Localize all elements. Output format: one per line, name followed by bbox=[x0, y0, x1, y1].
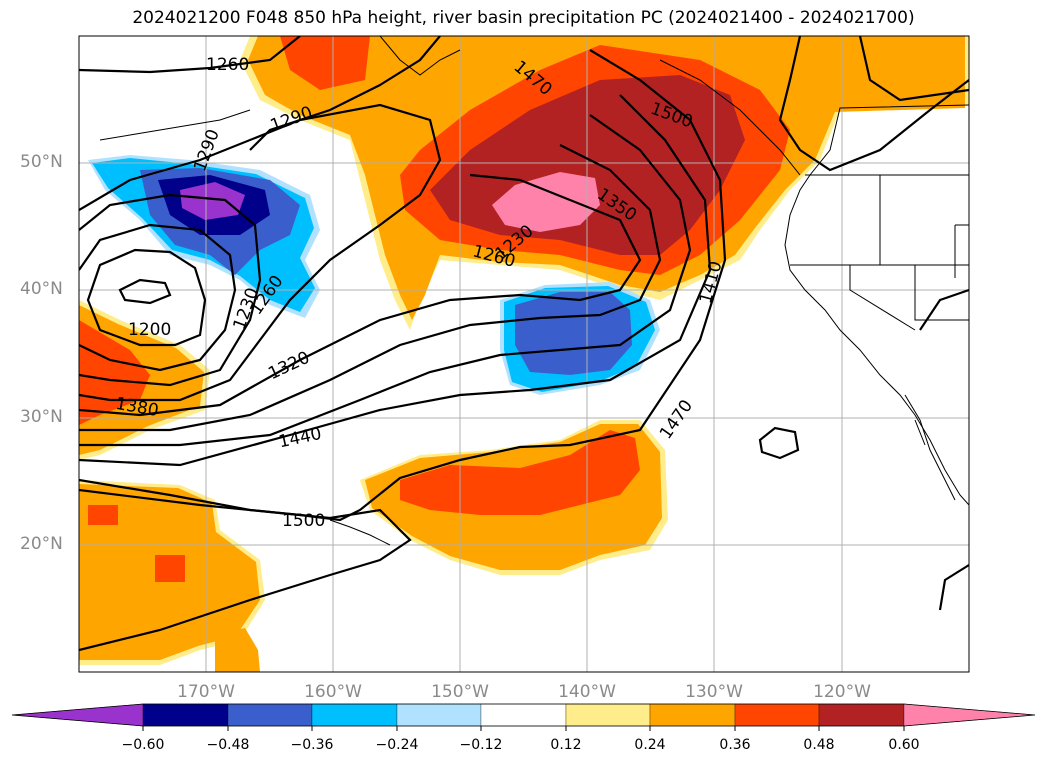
lon-label-140w: 140°W bbox=[558, 682, 616, 702]
contour-1290a bbox=[79, 193, 262, 387]
height-contours bbox=[79, 36, 969, 652]
colorbar-segment bbox=[396, 703, 482, 727]
contour-1410 bbox=[79, 114, 692, 447]
colorbar-tick-label: −0.12 bbox=[459, 737, 503, 753]
contour-1380 bbox=[79, 144, 662, 432]
negative-region-central-blue bbox=[515, 292, 632, 375]
contour-1440 bbox=[79, 94, 712, 467]
colorbar bbox=[11, 703, 1036, 731]
figure-title: 2024021200 F048 850 hPa height, river ba… bbox=[132, 8, 915, 28]
colorbar-tick-label: 0.12 bbox=[550, 737, 582, 753]
lat-label-50n: 50°N bbox=[20, 152, 63, 172]
state-lines bbox=[790, 175, 969, 331]
positive-region-bottom bbox=[215, 628, 260, 672]
lon-label-130w: 130°W bbox=[685, 682, 743, 702]
colorbar-tick-label: 0.48 bbox=[803, 737, 835, 753]
coastlines bbox=[99, 36, 969, 546]
colorbar-tick-label: −0.48 bbox=[206, 737, 250, 753]
colorbar-segment bbox=[818, 703, 905, 727]
contour-1200 bbox=[118, 278, 172, 305]
positive-region-sw-red1 bbox=[88, 505, 118, 525]
contour-1500 bbox=[79, 478, 412, 652]
contour-label-1500: 1500 bbox=[282, 511, 325, 531]
precip-shading bbox=[79, 36, 969, 672]
contour-south-east bbox=[919, 288, 969, 611]
colorbar-segment bbox=[649, 703, 736, 727]
colorbar-segment bbox=[565, 703, 651, 727]
contour-label-1200: 1200 bbox=[128, 320, 171, 340]
alaska-coast bbox=[379, 36, 801, 176]
lon-label-150w: 150°W bbox=[431, 682, 489, 702]
lon-label-160w: 160°W bbox=[304, 682, 362, 702]
aleutians bbox=[99, 109, 251, 141]
contour-east bbox=[778, 36, 969, 172]
contour-1230a bbox=[86, 248, 207, 347]
lat-label-30n: 30°N bbox=[20, 407, 63, 427]
positive-region-alaska-red bbox=[280, 36, 370, 90]
graticule bbox=[79, 36, 969, 672]
colorbar-segment bbox=[142, 703, 229, 727]
colorbar-right-arrow bbox=[903, 703, 1036, 727]
contour-label-1260-north: 1260 bbox=[206, 55, 249, 75]
contour-east2 bbox=[858, 36, 969, 102]
lon-label-120w: 120°W bbox=[813, 682, 871, 702]
lat-label-40n: 40°N bbox=[20, 279, 63, 299]
colorbar-segment bbox=[734, 703, 820, 727]
colorbar-segment bbox=[311, 703, 398, 727]
colorbar-segment bbox=[480, 703, 567, 727]
map-frame bbox=[78, 35, 970, 673]
contour-1350 bbox=[79, 173, 642, 417]
colorbar-ticks bbox=[142, 726, 905, 731]
positive-region-north-pink bbox=[492, 172, 600, 232]
positive-region-sw-red2 bbox=[155, 555, 185, 582]
contour-1260-north bbox=[79, 36, 301, 74]
lon-label-170w: 170°W bbox=[177, 682, 235, 702]
colorbar-left-arrow bbox=[11, 703, 144, 727]
colorbar-tick-label: −0.24 bbox=[375, 737, 419, 753]
contour-1260a bbox=[79, 223, 237, 372]
baja-coast bbox=[904, 394, 956, 501]
negative-region-west-purple bbox=[180, 182, 245, 220]
lat-label-20n: 20°N bbox=[20, 534, 63, 554]
colorbar-segment bbox=[227, 703, 313, 727]
contour-1290-north bbox=[249, 36, 441, 151]
hawaii bbox=[329, 519, 391, 546]
colorbar-tick-label: 0.36 bbox=[719, 737, 751, 753]
colorbar-tick-label: −0.60 bbox=[121, 737, 165, 753]
colorbar-tick-label: −0.36 bbox=[290, 737, 334, 753]
contour-1320 bbox=[79, 103, 442, 402]
colorbar-tick-label: 0.24 bbox=[634, 737, 666, 753]
colorbar-tick-label: 0.60 bbox=[888, 737, 920, 753]
contour-socal-high bbox=[758, 426, 800, 460]
